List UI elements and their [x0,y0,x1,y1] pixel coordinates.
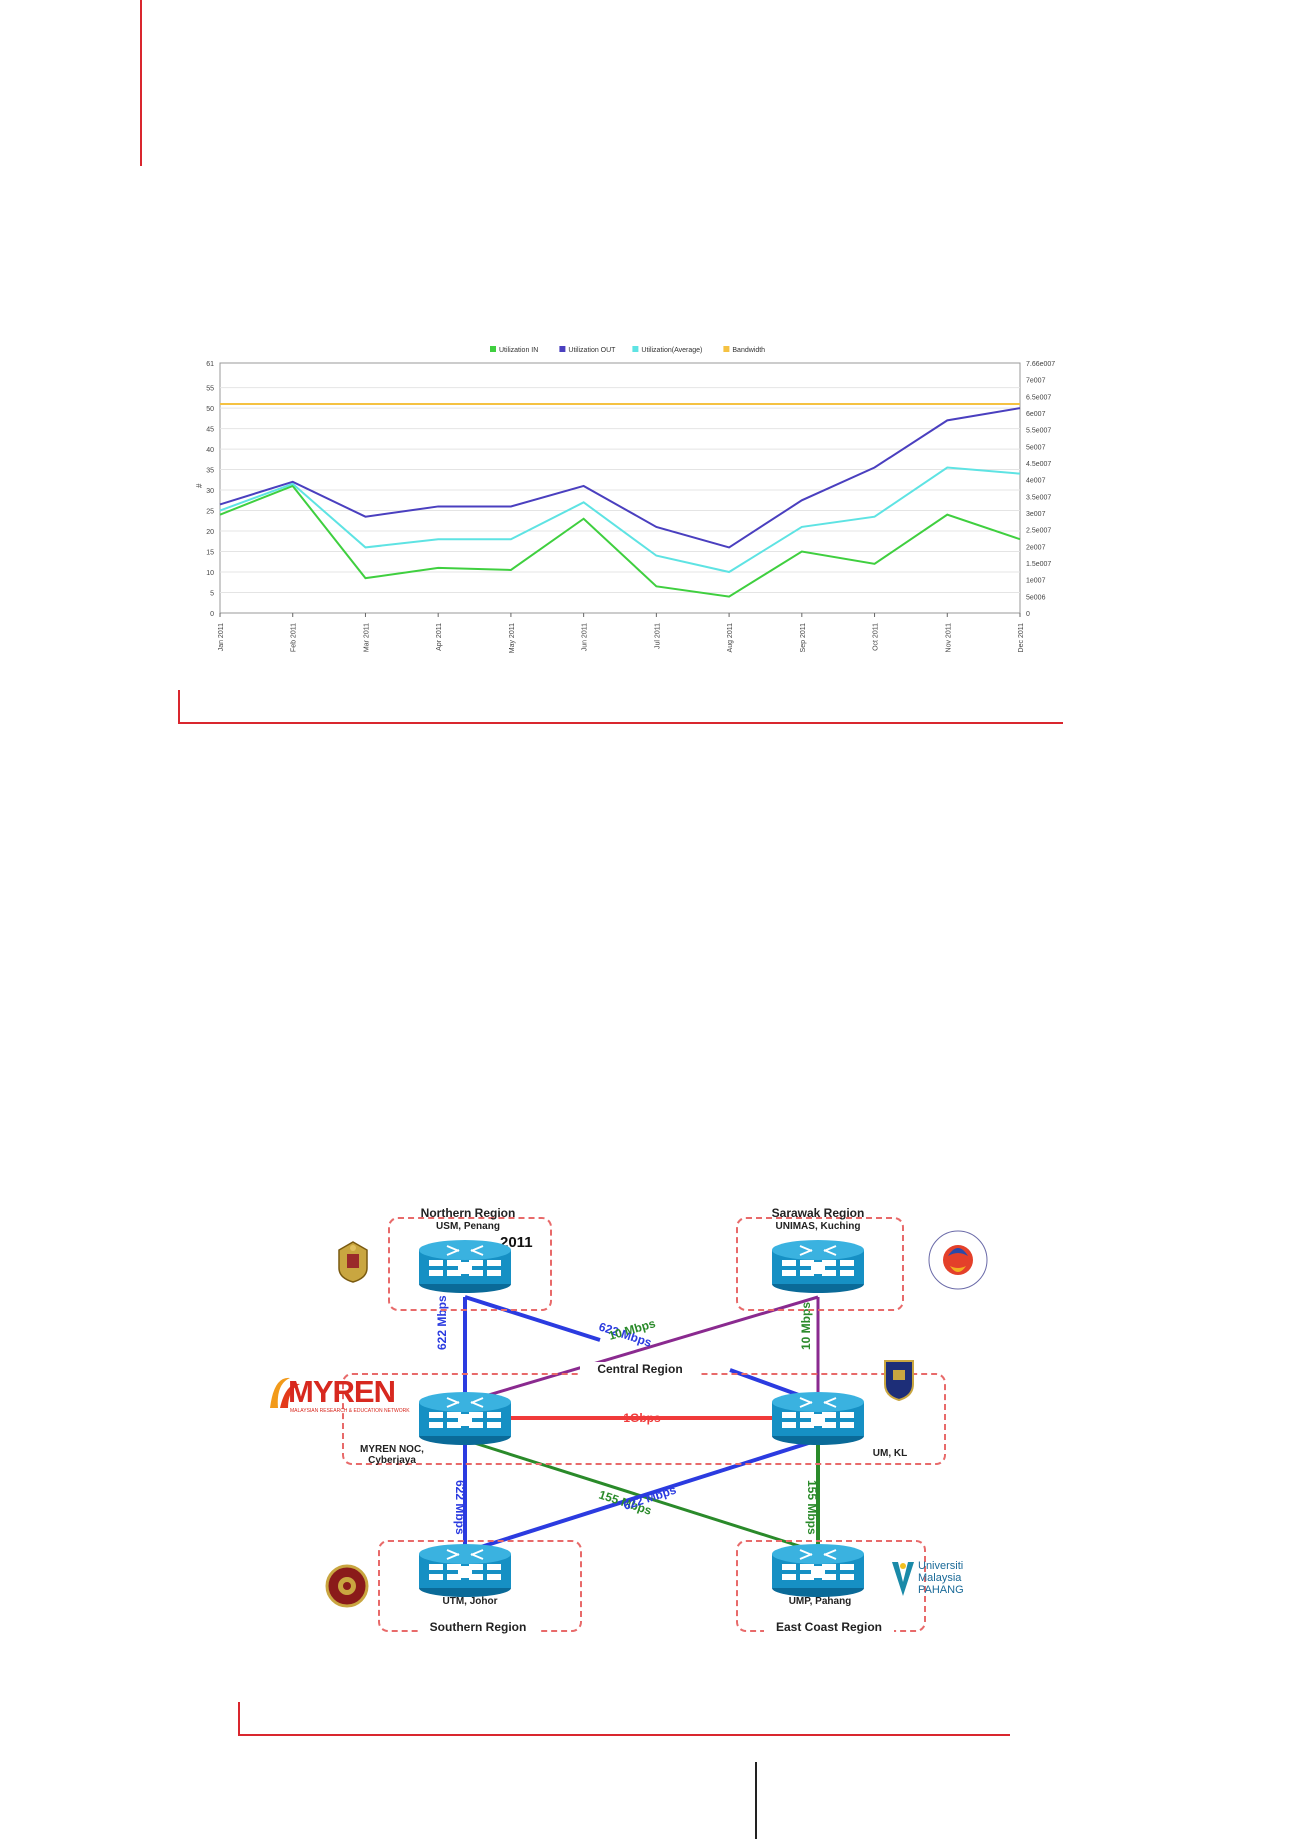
x-tick-label: Sep 2011 [800,623,807,653]
chart-caption-rule [178,690,1063,724]
y2-tick-label: 5e007 [1026,444,1046,451]
region-title-east: East Coast Region [764,1620,894,1634]
x-tick-label: Oct 2011 [873,623,880,651]
y-tick-label: 20 [206,529,214,536]
region-title-central: Central Region [580,1362,700,1376]
y2-tick-label: 2.5e007 [1026,528,1051,535]
x-tick-label: Aug 2011 [727,623,734,653]
y-tick-label: 5 [210,591,214,598]
region-title-sarawak: Sarawak Region [771,1206,865,1220]
legend-swatch [723,346,730,352]
label-link-noc-utm: 622 Mbps [453,1480,467,1535]
page-accent-line [140,0,142,166]
network-topology-diagram: 622 Mbps 10 Mbps 622 Mbps 10 Mbps 1Gbps … [260,1180,1020,1640]
x-tick-label: Dec 2011 [1018,623,1025,653]
router-utm-icon [418,1543,512,1598]
y2-tick-label: 0 [1026,611,1030,618]
region-title-southern: Southern Region [418,1620,538,1634]
x-tick-label: Feb 2011 [291,623,298,652]
link-unimas-noc [464,1295,819,1404]
y2-tick-label: 4.5e007 [1026,461,1051,468]
y2-tick-label: 3e007 [1026,511,1046,518]
label-link-usm-noc: 622 Mbps [435,1295,449,1350]
legend-swatch [490,346,496,352]
y-tick-label: 10 [206,570,214,577]
router-ump-icon [771,1543,865,1598]
ump-v-icon [892,1562,914,1596]
y-tick-label: 35 [206,468,214,475]
ump-wordmark: Universiti Malaysia PAHANG [918,1560,964,1596]
utilization-chart-svg: 0 5 10 15 20 25 30 35 40 45 50 55 61 0 5e006 1e007 1.5e0… [195,346,1055,653]
y2-tick-label: 2e007 [1026,544,1046,551]
myren-tagline: MALAYSIAN RESEARCH & EDUCATION NETWORK [290,1408,410,1414]
plot-area [219,362,1021,614]
myren-logo: MYREN MALAYSIAN RESEARCH & EDUCATION NET… [266,1370,410,1420]
region-box-northern [388,1217,552,1311]
y-tick-label: 45 [206,427,214,434]
series-line [219,407,1021,549]
legend-label: Utilization IN [499,347,538,354]
legend-swatch [559,346,566,352]
link-usm-um [464,1295,601,1342]
y-tick-label: 30 [206,488,214,495]
y2-tick-label: 5e006 [1026,594,1046,601]
y-tick-label: 0 [210,611,214,618]
footer-divider-line [755,1762,757,1839]
myren-swoosh-icon [270,1377,300,1408]
y2-tick-label: 7.66e007 [1026,361,1055,368]
x-tick-label: Apr 2011 [436,623,443,651]
y2-tick-label: 1e007 [1026,578,1046,585]
label-link-unimas-um: 10 Mbps [799,1302,813,1350]
x-tick-label: Nov 2011 [945,623,952,653]
y-tick-label: 50 [206,406,214,413]
x-tick-label: Jan 2011 [218,623,225,651]
series-line [219,484,1021,598]
x-tick-label: Jun 2011 [582,623,589,651]
diagram-caption-rule [238,1702,1010,1736]
site-label-um: UM, KL [872,1448,908,1459]
router-usm-icon [418,1239,512,1294]
y-tick-label: 40 [206,447,214,454]
utm-logo [325,1564,369,1608]
y-tick-label: 55 [206,386,214,393]
legend-label: Utilization OUT [568,347,616,354]
ump-logo: Universiti Malaysia PAHANG [890,1558,980,1602]
unimas-logo [928,1230,988,1290]
y-axis-label: # [195,483,204,488]
label-link-um-ump: 155 Mbps [805,1480,819,1535]
usm-crest-logo [338,1241,368,1283]
y-tick-label: 25 [206,509,214,516]
x-tick-label: Mar 2011 [363,623,370,652]
y2-tick-label: 4e007 [1026,478,1046,485]
router-um-icon [771,1391,865,1446]
legend-label: Bandwidth [732,347,765,354]
y2-tick-label: 6e007 [1026,411,1046,418]
y2-tick-label: 3.5e007 [1026,494,1051,501]
legend-swatch [632,346,639,352]
y-tick-label: 61 [206,361,214,368]
site-label-utm: UTM, Johor [442,1596,498,1607]
site-label-noc: MYREN NOC, Cyberjaya [360,1444,424,1466]
region-title-northern: Northern Region [420,1206,516,1220]
site-label-usm: USM, Penang [436,1221,500,1232]
legend-label: Utilization(Average) [641,347,702,354]
router-noc-icon [418,1391,512,1446]
myren-wordmark: MYREN [288,1374,396,1409]
label-link-noc-um: 1Gbps [623,1411,661,1425]
y-tick-label: 15 [206,550,214,557]
utilization-chart: 0 5 10 15 20 25 30 35 40 45 50 55 61 0 5e006 1e007 1.5e0… [190,338,1075,668]
site-label-ump: UMP, Pahang [788,1596,852,1607]
y2-tick-label: 7e007 [1026,378,1046,385]
site-label-unimas: UNIMAS, Kuching [775,1221,861,1232]
x-tick-label: Jul 2011 [654,623,661,649]
y2-tick-label: 1.5e007 [1026,561,1051,568]
router-unimas-icon [771,1239,865,1294]
y2-tick-label: 5.5e007 [1026,428,1051,435]
series-line [219,466,1021,574]
um-shield-logo [884,1360,914,1402]
region-box-sarawak [736,1217,904,1311]
link-um-utm [464,1438,819,1554]
x-tick-label: May 2011 [509,623,516,653]
y2-tick-label: 6.5e007 [1026,394,1051,401]
